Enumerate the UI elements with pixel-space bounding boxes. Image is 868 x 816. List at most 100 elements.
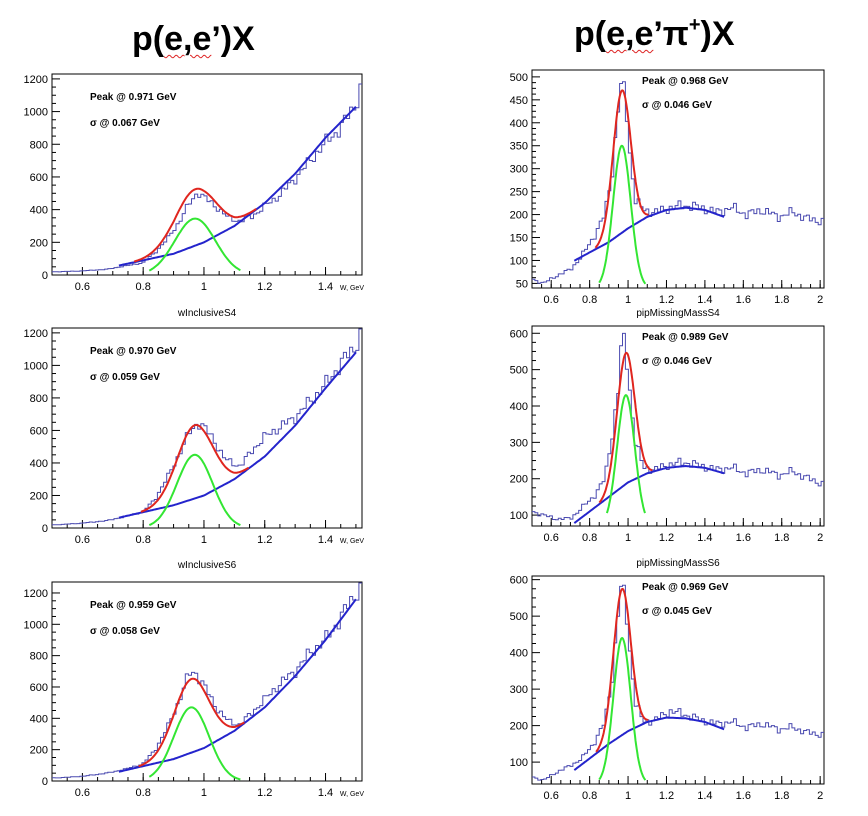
chart-0-xtick-label: 1 (201, 281, 207, 293)
chart-5-background-fit (573, 716, 725, 771)
chart-1-xtick-label: 1 (201, 534, 207, 546)
chart-0-signal-fit (148, 217, 241, 272)
chart-4-total-fit (598, 351, 653, 504)
chart-0-frame (51, 73, 363, 276)
chart-4-xtick-label: 1.8 (774, 532, 789, 544)
chart-4-xtick-label: 0.6 (544, 532, 559, 544)
chart-0-ytick-label: 0 (42, 270, 48, 282)
right-column-title: p(e,e’π+)X (574, 14, 735, 54)
chart-3-ytick-label: 250 (510, 187, 528, 199)
plot-inclusive-s6: wInclusiveS6 0 200 400 600 800 1000 1200 0.6 0.8 1… (24, 560, 365, 799)
chart-0-ytick-label: 1000 (24, 107, 48, 119)
chart-2-xtick-label: 0.8 (136, 787, 151, 799)
chart-0-xtick-label: 1.4 (318, 281, 333, 293)
chart-5-xtick-label: 1.4 (697, 790, 712, 802)
chart-3-annotation: σ @ 0.046 GeV (642, 100, 712, 111)
chart-1-xtick-label: 1.2 (257, 534, 272, 546)
chart-0-background-fit (118, 105, 357, 267)
left-title-part-a: p( (132, 20, 165, 58)
chart-5-ytick-label: 600 (510, 575, 528, 587)
chart-4-histogram (532, 332, 824, 521)
chart-3-ytick-label: 300 (510, 164, 528, 176)
chart-3-xtick-label: 2 (817, 294, 823, 306)
chart-4-ytick-label: 500 (510, 365, 528, 377)
chart-3-ytick-label: 450 (510, 95, 528, 107)
chart-4-annotation: Peak @ 0.989 GeV (642, 332, 729, 343)
chart-1-ytick-label: 0 (42, 523, 48, 535)
chart-3-xtick-label: 0.8 (582, 294, 597, 306)
chart-2-ytick-label: 0 (42, 776, 48, 788)
chart-2-ytick-label: 200 (30, 745, 48, 757)
chart-0-ytick-label: 200 (30, 237, 48, 249)
chart-3-xtick-label: 1.4 (697, 294, 712, 306)
plot-inclusive-top: 0 200 400 600 800 1000 1200 0.6 0.8 1 1.2 1.4 W, GeV… (24, 73, 364, 293)
chart-1-histogram (52, 328, 362, 526)
chart-4-xtick-label: 1.4 (697, 532, 712, 544)
chart-2-xtick-label: 1 (201, 787, 207, 799)
right-title-part-a: p( (574, 15, 607, 53)
chart-4-frame (531, 325, 825, 527)
chart-0-ytick-label: 600 (30, 172, 48, 184)
chart-2-total-fit (138, 677, 245, 768)
chart-2-xlabel: W, GeV (340, 791, 364, 798)
chart-5-ytick-label: 200 (510, 721, 528, 733)
chart-2-ytick-label: 1200 (24, 588, 48, 600)
chart-2-title: wInclusiveS6 (177, 560, 237, 571)
chart-0-ytick-label: 400 (30, 205, 48, 217)
chart-5-ytick-label: 500 (510, 611, 528, 623)
chart-4-ytick-label: 200 (510, 474, 528, 486)
chart-2-xtick-label: 0.6 (75, 787, 90, 799)
right-title-part-c: ’π (653, 15, 689, 53)
chart-1-ytick-label: 200 (30, 490, 48, 502)
chart-4-ytick-label: 100 (510, 510, 528, 522)
chart-5-xtick-label: 1.2 (659, 790, 674, 802)
left-column-title: p(e,e’)X (132, 20, 255, 59)
chart-0-total-fit (133, 187, 257, 263)
chart-5-xtick-label: 0.8 (582, 790, 597, 802)
chart-3-annotation: Peak @ 0.968 GeV (642, 76, 729, 87)
chart-5-xtick-label: 1.6 (736, 790, 751, 802)
chart-4-title: pipMissingMassS4 (636, 308, 720, 319)
chart-3-ytick-label: 200 (510, 210, 528, 222)
chart-2-xtick-label: 1.4 (318, 787, 333, 799)
chart-0-annotation: Peak @ 0.971 GeV (90, 92, 177, 103)
chart-0-xlabel: W, GeV (340, 285, 364, 292)
chart-4-xtick-label: 1.6 (736, 532, 751, 544)
chart-4-ytick-label: 400 (510, 401, 528, 413)
chart-3-xtick-label: 1.2 (659, 294, 674, 306)
chart-4-ytick-label: 300 (510, 437, 528, 449)
chart-1-ytick-label: 1200 (24, 328, 48, 340)
right-title-part-d: )X (700, 15, 735, 53)
chart-1-xtick-label: 0.6 (75, 534, 90, 546)
chart-3-ytick-label: 350 (510, 141, 528, 153)
chart-1-ytick-label: 800 (30, 393, 48, 405)
chart-3-xtick-label: 1.6 (736, 294, 751, 306)
chart-1-frame (51, 327, 363, 529)
chart-1-title: wInclusiveS4 (177, 308, 237, 319)
chart-3-xtick-label: 1 (625, 294, 631, 306)
chart-0-xtick-label: 1.2 (257, 281, 272, 293)
right-title-superscript: + (688, 14, 701, 36)
chart-1-signal-fit (148, 453, 241, 527)
chart-0-histogram (52, 83, 362, 273)
chart-0-ytick-label: 1200 (24, 74, 48, 86)
chart-5-annotation: Peak @ 0.969 GeV (642, 582, 729, 593)
chart-5-histogram (532, 584, 824, 781)
chart-1-xtick-label: 0.8 (136, 534, 151, 546)
chart-2-histogram (52, 582, 362, 779)
chart-2-frame (51, 581, 363, 782)
chart-2-xtick-label: 1.2 (257, 787, 272, 799)
chart-4-xtick-label: 0.8 (582, 532, 597, 544)
plot-pion-s4: pipMissingMassS4 100 200 300 400 500 600 0.6 0.8… (510, 308, 825, 544)
chart-2-ytick-label: 1000 (24, 619, 48, 631)
chart-3-xtick-label: 1.8 (774, 294, 789, 306)
chart-5-xtick-label: 1 (625, 790, 631, 802)
chart-0-xtick-label: 0.6 (75, 281, 90, 293)
chart-1-annotation: Peak @ 0.970 GeV (90, 346, 177, 357)
chart-4-ytick-label: 600 (510, 328, 528, 340)
chart-4-signal-fit (605, 393, 646, 514)
chart-2-background-fit (118, 598, 357, 773)
chart-3-ytick-label: 100 (510, 255, 528, 267)
chart-1-ytick-label: 1000 (24, 360, 48, 372)
chart-1-background-fit (118, 351, 357, 519)
